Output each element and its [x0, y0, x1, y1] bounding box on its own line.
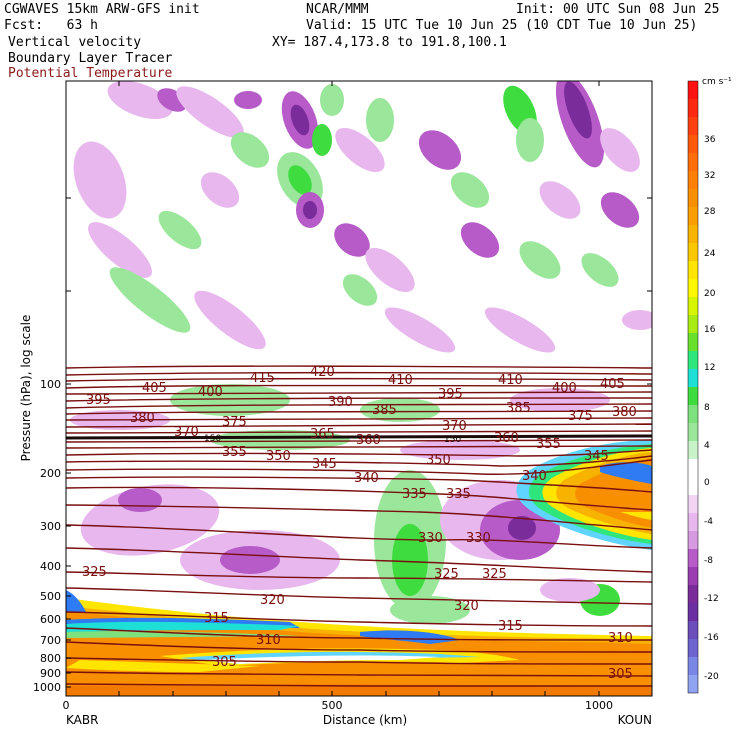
- theta-label: 400: [198, 385, 223, 400]
- theta-label: 360: [494, 431, 519, 446]
- colorbar-label: -20: [704, 672, 719, 682]
- theta-label: 395: [86, 393, 111, 408]
- jet-feature: [516, 440, 652, 550]
- theta-label: 150: [444, 435, 461, 445]
- y-tick-label: 100: [40, 378, 61, 391]
- colorbar-label: -16: [704, 633, 719, 643]
- header-init: Init: 00 UTC Sun 08 Jun 25: [516, 2, 720, 17]
- theta-label: 325: [434, 567, 459, 582]
- theta-label: 415: [250, 371, 275, 386]
- theta-label: 385: [372, 403, 397, 418]
- header-field1: Vertical velocity: [8, 35, 142, 50]
- theta-label: 400: [552, 381, 577, 396]
- y-axis-title: Pressure (hPa), log scale: [19, 315, 33, 462]
- theta-label: 320: [454, 599, 479, 614]
- header-center: NCAR/MMM: [306, 2, 369, 17]
- theta-label: 370: [442, 419, 467, 434]
- colorbar-label: -12: [704, 594, 719, 604]
- colorbar-label: 36: [704, 135, 716, 145]
- theta-labels: 395 405 400 415 420 410 395 410 400 405 …: [82, 365, 637, 682]
- header-field3: Potential Temperature: [8, 66, 173, 81]
- colorbar-label: 20: [704, 289, 716, 299]
- theta-label: 365: [310, 427, 335, 442]
- theta-label: 375: [568, 409, 593, 424]
- theta-label: 320: [260, 593, 285, 608]
- y-tick-label: 900: [40, 667, 61, 680]
- theta-label: 325: [482, 567, 507, 582]
- header-field2: Boundary Layer Tracer: [8, 51, 173, 66]
- colorbar-label: -8: [704, 556, 713, 566]
- colorbar: cm s⁻¹ 36 32 28 24 20 16 12 8 4 0 -4 -8 …: [687, 77, 732, 694]
- colorbar-units: cm s⁻¹: [702, 77, 732, 87]
- theta-label: 410: [388, 373, 413, 388]
- theta-label: 345: [312, 457, 337, 472]
- theta-label: 340: [522, 469, 547, 484]
- theta-label: 330: [418, 531, 443, 546]
- y-tick-label: 300: [40, 520, 61, 533]
- colorbar-label: 28: [704, 207, 716, 217]
- theta-label: 350: [426, 453, 451, 468]
- header-fcst: Fcst: 63 h: [4, 18, 98, 33]
- plot-frame: [65, 80, 653, 697]
- theta-label: 410: [498, 373, 523, 388]
- theta-label: 340: [354, 471, 379, 486]
- theta-label: 390: [328, 395, 353, 410]
- theta-label: 375: [222, 415, 247, 430]
- y-axis: 100 200 300 400 500 600 700 800 900 1000…: [19, 197, 652, 694]
- theta-label: 330: [466, 531, 491, 546]
- theta-label: 380: [130, 411, 155, 426]
- header-valid: Valid: 15 UTC Tue 10 Jun 25 (10 CDT Tue …: [306, 18, 698, 33]
- y-tick-label: 200: [40, 467, 61, 480]
- colorbar-label: 4: [704, 441, 710, 451]
- theta-label: 350: [266, 449, 291, 464]
- x-endpoint-right: KOUN: [618, 713, 652, 727]
- y-tick-label: 1000: [33, 681, 61, 694]
- colorbar-label: 8: [704, 403, 710, 413]
- theta-label: 405: [142, 381, 167, 396]
- y-tick-label: 500: [40, 590, 61, 603]
- x-endpoint-left: KABR: [66, 713, 98, 727]
- colorbar-label: 16: [704, 325, 716, 335]
- theta-label: 355: [222, 445, 247, 460]
- theta-label: 395: [438, 387, 463, 402]
- header-xy: XY= 187.4,173.8 to 191.8,100.1: [272, 35, 507, 50]
- x-axis-title: Distance (km): [323, 713, 407, 727]
- theta-label: 310: [256, 633, 281, 648]
- y-tick-label: 800: [40, 652, 61, 665]
- theta-label: 305: [608, 667, 633, 682]
- theta-label: 380: [612, 405, 637, 420]
- colorbar-label: 32: [704, 171, 715, 181]
- header-model: CGWAVES 15km ARW-GFS init: [4, 2, 200, 17]
- colorbar-label: -4: [704, 517, 713, 527]
- upper-wave-blobs: [73, 81, 652, 353]
- y-tick-label: 700: [40, 634, 61, 647]
- theta-label: 315: [204, 611, 229, 626]
- y-tick-label: 600: [40, 613, 61, 626]
- x-tick-label: 1000: [585, 699, 613, 712]
- colorbar-label: 0: [704, 478, 710, 488]
- colorbar-label: 12: [704, 363, 715, 373]
- theta-label: 370: [174, 425, 199, 440]
- x-tick-label: 500: [322, 699, 343, 712]
- y-tick-label: 400: [40, 560, 61, 573]
- theta-label: 305: [212, 655, 237, 670]
- theta-label: 310: [608, 631, 633, 646]
- theta-label: 360: [356, 433, 381, 448]
- boundary-layer-field: [66, 590, 652, 696]
- vertical-velocity-field: [66, 81, 652, 696]
- theta-label: 315: [498, 619, 523, 634]
- theta-label: 355: [536, 437, 561, 452]
- x-axis: 0 500 1000 KABR KOUN Distance (km): [63, 81, 652, 727]
- colorbar-label: 24: [704, 249, 716, 259]
- theta-label: 405: [600, 377, 625, 392]
- theta-label: 385: [506, 401, 531, 416]
- theta-label: 325: [82, 565, 107, 580]
- x-tick-label: 0: [63, 699, 70, 712]
- theta-label: 420: [310, 365, 335, 380]
- theta-label: 150: [204, 434, 221, 444]
- theta-label: 335: [402, 487, 427, 502]
- theta-label: 345: [584, 449, 609, 464]
- theta-label: 335: [446, 487, 471, 502]
